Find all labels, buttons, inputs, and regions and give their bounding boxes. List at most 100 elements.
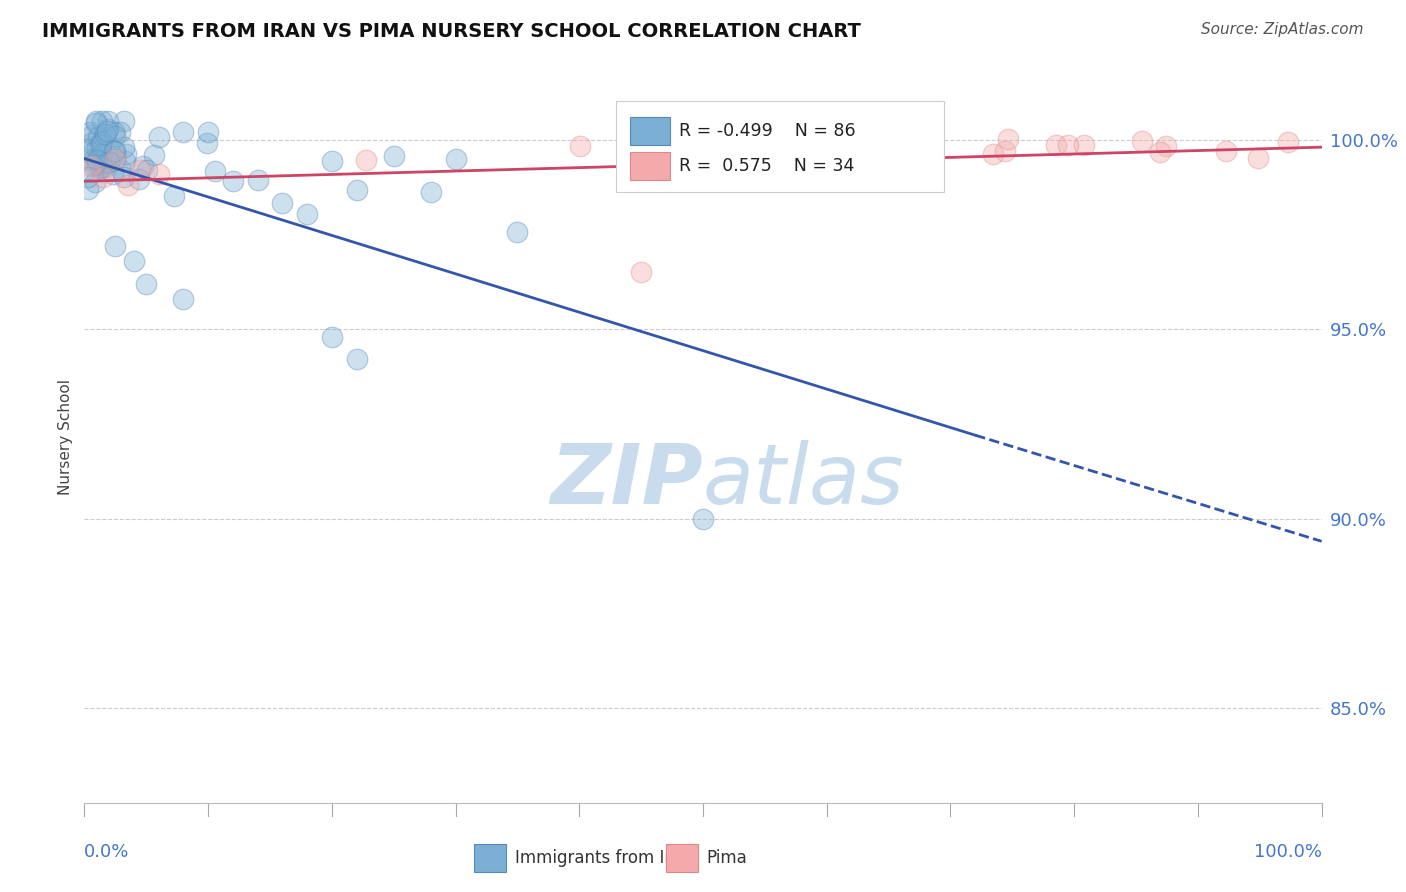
Point xyxy=(148,130,170,145)
Text: R =  0.575    N = 34: R = 0.575 N = 34 xyxy=(679,158,855,176)
Text: Pima: Pima xyxy=(707,848,748,867)
Point xyxy=(839,142,862,156)
Point xyxy=(321,329,343,343)
Point xyxy=(295,207,318,221)
Point xyxy=(94,156,117,170)
Point xyxy=(103,125,125,139)
Point xyxy=(1277,135,1299,149)
FancyBboxPatch shape xyxy=(616,101,945,192)
Point xyxy=(172,292,194,306)
Point xyxy=(162,189,184,203)
Point xyxy=(104,238,127,252)
Point xyxy=(129,162,152,177)
Point xyxy=(79,136,101,151)
Point xyxy=(346,352,368,367)
Point xyxy=(1045,138,1067,153)
Point xyxy=(90,160,112,174)
Point xyxy=(104,128,127,143)
Point xyxy=(93,128,115,142)
Point xyxy=(90,114,112,128)
Point xyxy=(135,162,157,177)
Point xyxy=(79,159,101,173)
Point xyxy=(204,164,226,178)
Point xyxy=(796,134,818,148)
Point xyxy=(246,172,269,186)
Point xyxy=(97,113,120,128)
Point xyxy=(108,125,131,139)
FancyBboxPatch shape xyxy=(474,844,506,871)
Text: R = -0.499    N = 86: R = -0.499 N = 86 xyxy=(679,121,856,140)
Text: atlas: atlas xyxy=(703,441,904,522)
Point xyxy=(1215,145,1237,159)
Point xyxy=(723,153,745,168)
Point xyxy=(128,172,150,186)
Point xyxy=(354,153,377,168)
Point xyxy=(142,148,165,162)
Point xyxy=(693,153,716,168)
Point xyxy=(997,131,1019,145)
Point xyxy=(86,153,108,167)
Point xyxy=(79,125,101,139)
FancyBboxPatch shape xyxy=(630,152,669,179)
Point xyxy=(382,149,405,163)
Point xyxy=(135,277,157,291)
Point xyxy=(86,113,108,128)
Point xyxy=(195,136,218,150)
Point xyxy=(104,153,127,167)
Point xyxy=(103,144,125,158)
Point xyxy=(101,167,124,181)
Point xyxy=(104,152,127,166)
Point xyxy=(77,182,100,196)
Point xyxy=(779,143,801,157)
Point xyxy=(94,160,117,174)
Point xyxy=(444,152,467,166)
Point xyxy=(83,175,105,189)
Point xyxy=(506,225,529,239)
Point xyxy=(112,140,135,154)
Point xyxy=(862,138,884,153)
Point xyxy=(82,128,104,142)
Point xyxy=(84,116,107,130)
Point xyxy=(1130,134,1153,148)
Point xyxy=(76,142,98,156)
Point xyxy=(110,162,132,177)
Point xyxy=(89,161,111,175)
Point xyxy=(91,147,114,161)
Text: Immigrants from Iran: Immigrants from Iran xyxy=(515,848,692,867)
Point xyxy=(104,144,127,158)
Point xyxy=(97,155,120,169)
Point xyxy=(112,113,135,128)
Point xyxy=(172,125,194,139)
Point xyxy=(87,130,110,145)
Point xyxy=(90,142,112,156)
Point xyxy=(117,178,139,192)
Point xyxy=(148,167,170,181)
Text: 0.0%: 0.0% xyxy=(84,843,129,861)
Point xyxy=(82,145,104,160)
Point xyxy=(94,128,117,142)
Point xyxy=(122,253,145,268)
Text: IMMIGRANTS FROM IRAN VS PIMA NURSERY SCHOOL CORRELATION CHART: IMMIGRANTS FROM IRAN VS PIMA NURSERY SCH… xyxy=(42,22,860,41)
Point xyxy=(84,157,107,171)
Point xyxy=(90,135,112,149)
Point xyxy=(981,147,1004,161)
FancyBboxPatch shape xyxy=(630,117,669,145)
Point xyxy=(132,159,155,173)
Text: ZIP: ZIP xyxy=(550,441,703,522)
Point xyxy=(91,170,114,185)
Point xyxy=(112,170,135,185)
Point xyxy=(271,196,294,211)
Point xyxy=(1154,139,1177,153)
Point xyxy=(84,151,107,165)
Point xyxy=(75,152,97,166)
Point xyxy=(911,151,934,165)
Point xyxy=(89,135,111,149)
Point xyxy=(1149,145,1171,159)
Point xyxy=(90,138,112,153)
Point xyxy=(321,153,343,168)
Point xyxy=(77,170,100,185)
Point xyxy=(96,124,118,138)
Point xyxy=(114,147,136,161)
Point xyxy=(222,174,245,188)
Point xyxy=(692,511,714,525)
